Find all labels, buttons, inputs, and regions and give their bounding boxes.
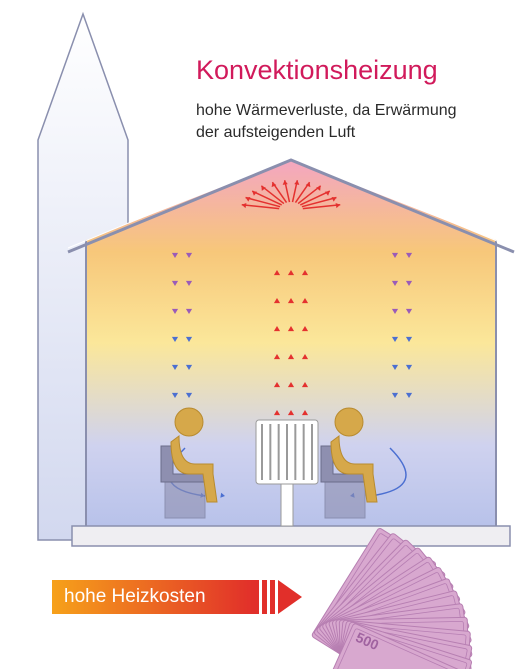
subtitle-line2: der aufsteigenden Luft [196,124,355,141]
diagram-title: Konvektionsheizung [196,55,438,86]
cost-label: hohe Heizkosten [64,586,206,608]
cost-callout: hohe Heizkosten [52,580,304,614]
diagram-subtitle: hohe Wärmeverluste, da Erwärmung der auf… [196,100,457,143]
money-fan: 500EURO500500EURO500 [311,527,472,669]
cost-gradient-bg: hohe Heizkosten [52,580,254,614]
subtitle-line1: hohe Wärmeverluste, da Erwärmung [196,102,457,119]
